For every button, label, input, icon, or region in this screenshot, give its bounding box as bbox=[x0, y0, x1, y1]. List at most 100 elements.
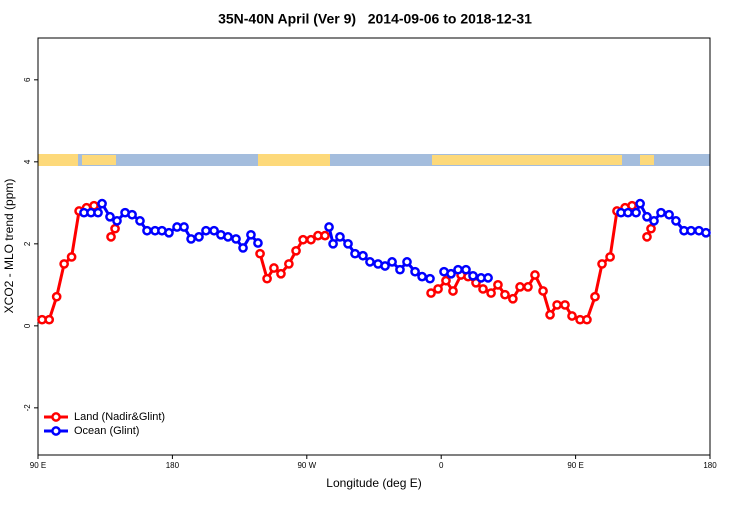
data-point bbox=[664, 209, 674, 220]
data-point bbox=[446, 268, 456, 279]
data-point bbox=[223, 232, 233, 242]
data-point bbox=[66, 252, 77, 262]
data-point bbox=[387, 257, 397, 267]
data-point bbox=[545, 309, 555, 320]
data-point bbox=[112, 216, 122, 226]
data-point bbox=[238, 243, 248, 253]
data-point bbox=[500, 289, 510, 300]
x-tick-label: 0 bbox=[439, 461, 444, 470]
data-point bbox=[635, 198, 645, 209]
data-point bbox=[410, 266, 420, 277]
data-point bbox=[433, 284, 443, 294]
legend-marker bbox=[51, 412, 61, 422]
data-point bbox=[486, 288, 496, 298]
data-point bbox=[284, 259, 294, 269]
x-tick-label: 90 E bbox=[30, 461, 46, 470]
data-point bbox=[262, 273, 272, 284]
chart-title: 35N-40N April (Ver 9) 2014-09-06 to 2018… bbox=[218, 11, 532, 27]
data-point bbox=[194, 232, 204, 242]
data-point bbox=[231, 234, 241, 244]
data-point bbox=[483, 273, 493, 283]
data-point bbox=[453, 264, 463, 275]
x-tick-label: 90 E bbox=[567, 461, 583, 470]
data-point bbox=[269, 263, 279, 273]
y-tick-label: 4 bbox=[23, 159, 32, 164]
data-point bbox=[461, 264, 471, 275]
data-point bbox=[642, 232, 652, 242]
data-point bbox=[631, 207, 641, 218]
series bbox=[37, 200, 656, 325]
data-point bbox=[328, 238, 338, 249]
data-point bbox=[201, 225, 211, 236]
data-point bbox=[253, 238, 263, 248]
data-point bbox=[358, 250, 368, 261]
land-ocean-strip bbox=[38, 154, 710, 166]
data-point bbox=[127, 209, 137, 220]
legend-label: Land (Nadir&Glint) bbox=[74, 411, 165, 423]
data-point bbox=[306, 234, 316, 245]
data-point bbox=[186, 234, 196, 244]
data-point bbox=[142, 225, 152, 236]
data-point bbox=[350, 248, 360, 259]
data-point bbox=[552, 300, 562, 310]
data-point bbox=[649, 216, 659, 226]
data-point bbox=[324, 222, 334, 232]
data-point bbox=[93, 207, 103, 218]
x-tick-label: 90 W bbox=[297, 461, 316, 470]
data-point bbox=[605, 252, 615, 262]
data-point bbox=[656, 207, 666, 218]
data-point bbox=[395, 264, 405, 275]
data-point bbox=[508, 293, 518, 304]
data-point bbox=[560, 300, 570, 310]
data-point bbox=[642, 211, 652, 222]
y-tick-label: -2 bbox=[23, 404, 32, 412]
data-point bbox=[701, 227, 711, 238]
legend-label: Ocean (Glint) bbox=[74, 425, 139, 437]
data-point bbox=[417, 271, 427, 282]
y-axis-label: XCO2 - MLO trend (ppm) bbox=[2, 179, 16, 314]
data-point bbox=[179, 222, 189, 232]
data-point bbox=[402, 257, 412, 267]
data-point bbox=[468, 270, 478, 281]
data-point bbox=[686, 225, 696, 236]
data-point bbox=[426, 288, 436, 298]
data-point bbox=[627, 200, 637, 211]
data-point bbox=[51, 291, 62, 302]
data-point bbox=[135, 216, 145, 226]
data-point bbox=[567, 311, 577, 321]
data-point bbox=[478, 284, 488, 294]
data-point bbox=[441, 275, 451, 286]
data-point bbox=[623, 207, 633, 218]
data-point bbox=[597, 259, 607, 269]
data-point bbox=[209, 225, 219, 236]
data-point bbox=[106, 232, 116, 242]
data-point bbox=[298, 234, 308, 245]
y-tick-label: 0 bbox=[23, 323, 32, 328]
data-point bbox=[335, 232, 345, 242]
data-point bbox=[276, 268, 286, 279]
data-point bbox=[646, 223, 656, 234]
series bbox=[79, 198, 711, 284]
data-point bbox=[590, 291, 600, 302]
data-point bbox=[59, 259, 69, 269]
data-point bbox=[448, 286, 458, 296]
y-tick-label: 6 bbox=[23, 77, 32, 82]
x-axis-label: Longitude (deg E) bbox=[326, 476, 421, 490]
data-point bbox=[530, 270, 540, 280]
y-tick-label: 2 bbox=[23, 241, 32, 246]
plot-frame bbox=[37, 37, 711, 456]
data-point bbox=[671, 216, 681, 226]
data-point bbox=[582, 314, 592, 325]
data-point bbox=[110, 223, 120, 234]
data-point bbox=[105, 211, 115, 222]
data-point bbox=[164, 227, 174, 238]
data-point bbox=[380, 261, 390, 271]
data-point bbox=[538, 286, 548, 296]
data-point bbox=[523, 282, 533, 292]
x-tick-label: 180 bbox=[703, 461, 717, 470]
data-point bbox=[320, 230, 330, 241]
data-point bbox=[515, 282, 525, 292]
data-point bbox=[246, 229, 256, 240]
